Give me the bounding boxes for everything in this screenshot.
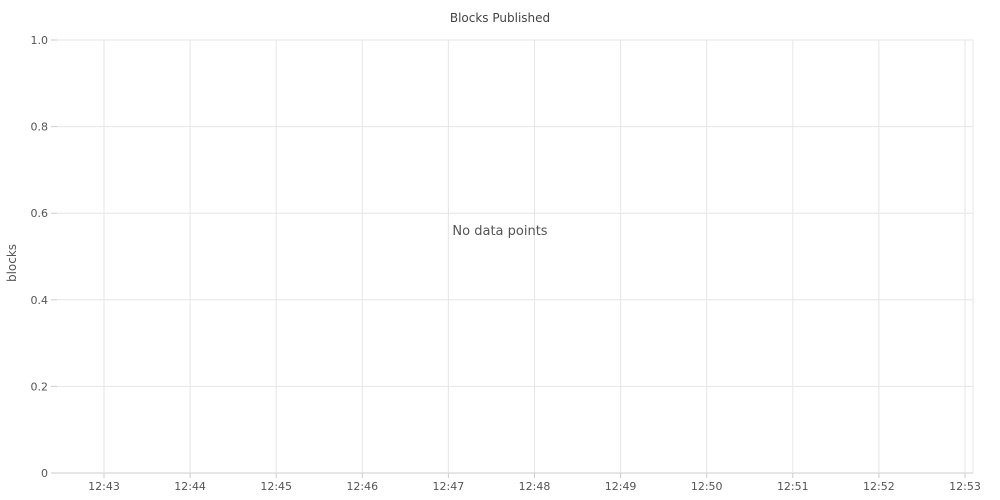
x-tick-label: 12:47 — [433, 480, 465, 493]
chart-title: Blocks Published — [449, 11, 551, 25]
y-tick-label: 0 — [41, 467, 48, 480]
x-tick-label: 12:44 — [174, 480, 206, 493]
x-tick-label: 12:49 — [605, 480, 637, 493]
y-tick-label: 0.2 — [31, 380, 49, 393]
x-tick-label: 12:51 — [777, 480, 809, 493]
x-tick-label: 12:48 — [519, 480, 551, 493]
y-tick-label: 1.0 — [31, 34, 49, 47]
x-tick-label: 12:52 — [863, 480, 895, 493]
y-tick-label: 0.8 — [31, 121, 49, 134]
y-tick-label: 0.4 — [31, 294, 49, 307]
x-tick-label: 12:50 — [691, 480, 723, 493]
y-tick-label: 0.6 — [31, 207, 49, 220]
x-tick-label: 12:43 — [88, 480, 120, 493]
x-tick-label: 12:46 — [346, 480, 378, 493]
x-tick-label: 12:45 — [260, 480, 292, 493]
x-tick-label: 12:53 — [949, 480, 981, 493]
no-data-message: No data points — [452, 224, 548, 239]
